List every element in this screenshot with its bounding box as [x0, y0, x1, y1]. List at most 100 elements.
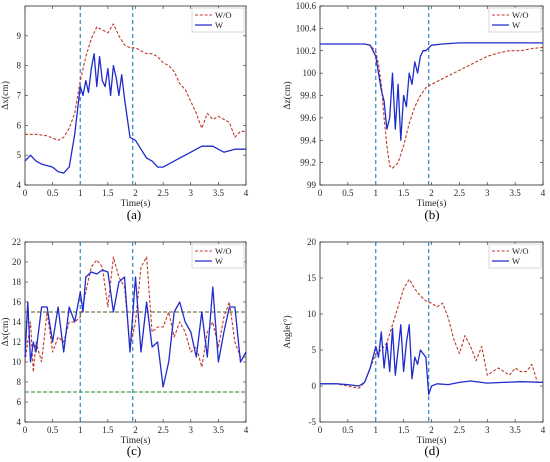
- panel-caption: (a): [127, 207, 141, 222]
- chart-panel-1: 0 0.5 1 1.5 2 2.5 3 3.5 4 4 5 6 7 8 9 W/OW Time(s) Δx(cm)…: [0, 5, 249, 222]
- y-tick-label: 20: [12, 257, 22, 267]
- chart-panel-2: 0 0.5 1 1.5 2 2.5 3 3.5 4 99 99.2 99.4 99.6 99.8 100 10…: [282, 1, 546, 222]
- y-tick-label: 6: [17, 397, 22, 407]
- x-axis-label: Time(s): [417, 435, 447, 446]
- y-tick-label: 18: [12, 277, 22, 287]
- x-tick-label: 1: [78, 188, 83, 198]
- x-tick-label: 2.5: [454, 188, 466, 198]
- y-tick-label: 4: [17, 417, 22, 427]
- series-line-w: [24, 269, 247, 388]
- x-tick-label: 1: [374, 188, 379, 198]
- y-tick-label: 16: [12, 297, 22, 307]
- legend-label: W/O: [512, 246, 529, 256]
- x-tick-label: 2: [133, 425, 138, 435]
- x-tick-label: 1: [78, 425, 83, 435]
- x-tick-label: 1.5: [398, 188, 410, 198]
- x-tick-label: 4: [244, 188, 249, 198]
- x-tick-label: 2.5: [158, 188, 170, 198]
- legend-label: W: [215, 256, 223, 266]
- x-tick-label: 0.5: [47, 425, 59, 435]
- x-axis-label: Time(s): [121, 435, 151, 446]
- y-tick-label: -5: [309, 417, 317, 427]
- y-tick-label: 99.4: [300, 135, 316, 145]
- y-tick-label: 9: [17, 31, 22, 41]
- legend-label: W/O: [215, 10, 232, 20]
- plot-frame: [24, 5, 247, 186]
- y-tick-label: 99.8: [300, 91, 316, 101]
- y-tick-label: 12: [12, 337, 21, 347]
- x-axis-label: Time(s): [121, 198, 151, 209]
- x-tick-label: 1.5: [398, 425, 410, 435]
- legend-label: W/O: [512, 10, 529, 20]
- x-tick-label: 4: [541, 188, 546, 198]
- y-tick-label: 15: [307, 273, 317, 283]
- y-tick-label: 20: [307, 237, 317, 247]
- y-tick-label: 14: [12, 317, 22, 327]
- legend-label: W: [512, 20, 520, 30]
- series-line-wo: [24, 256, 246, 373]
- legend-box: [488, 7, 542, 33]
- plot-frame: [319, 5, 544, 186]
- x-tick-label: 1.5: [102, 188, 114, 198]
- panel-caption: (c): [127, 443, 141, 458]
- legend-label: W/O: [215, 246, 232, 256]
- x-tick-label: 4: [244, 425, 249, 435]
- x-tick-label: 2: [133, 188, 138, 198]
- series-line-wo: [320, 278, 543, 389]
- legend-box: [191, 243, 245, 269]
- legend-box: [488, 243, 542, 269]
- plot-frame: [319, 241, 544, 423]
- y-tick-label: 10: [12, 357, 22, 367]
- x-tick-label: 1: [374, 425, 379, 435]
- y-tick-label: 6: [17, 120, 22, 130]
- x-tick-label: 3: [485, 425, 490, 435]
- x-tick-label: 0.5: [47, 188, 59, 198]
- x-tick-label: 2: [429, 188, 434, 198]
- x-axis-label: Time(s): [417, 198, 447, 209]
- y-tick-label: 0: [312, 381, 317, 391]
- x-tick-label: 0: [318, 425, 323, 435]
- y-tick-label: 7: [17, 91, 22, 101]
- x-tick-label: 4: [541, 425, 546, 435]
- y-tick-label: 8: [17, 61, 22, 71]
- legend-label: W: [215, 20, 223, 30]
- y-tick-label: 5: [312, 345, 317, 355]
- y-tick-label: 100.6: [296, 1, 317, 11]
- panel-caption: (d): [424, 443, 439, 458]
- x-tick-label: 3.5: [510, 425, 522, 435]
- y-tick-label: 100: [303, 68, 317, 78]
- x-tick-label: 3: [485, 188, 490, 198]
- x-tick-label: 2.5: [158, 425, 170, 435]
- y-tick-label: 99.2: [300, 158, 316, 168]
- panel-caption: (b): [424, 207, 439, 222]
- x-tick-label: 0.5: [342, 425, 354, 435]
- x-tick-label: 3.5: [213, 188, 225, 198]
- x-tick-label: 3: [189, 425, 194, 435]
- y-axis-label: Δx(cm): [0, 81, 11, 110]
- series-line-w: [320, 42, 543, 141]
- x-tick-label: 0: [23, 188, 28, 198]
- y-tick-label: 100.2: [296, 46, 316, 56]
- y-tick-label: 5: [17, 150, 22, 160]
- y-tick-label: 8: [17, 377, 22, 387]
- x-tick-label: 3.5: [213, 425, 225, 435]
- legend: W/OW: [191, 7, 245, 33]
- y-axis-label: Angle(°): [282, 315, 293, 348]
- y-tick-label: 22: [12, 237, 21, 247]
- series-line-wo: [320, 43, 544, 169]
- legend: W/OW: [488, 7, 542, 33]
- x-tick-label: 0: [23, 425, 28, 435]
- x-tick-label: 3: [189, 188, 194, 198]
- x-tick-label: 1.5: [102, 425, 114, 435]
- x-tick-label: 2.5: [454, 425, 466, 435]
- x-tick-label: 2: [429, 425, 434, 435]
- x-tick-label: 0: [318, 188, 323, 198]
- legend: W/OW: [191, 243, 245, 269]
- chart-panel-4: 0 0.5 1 1.5 2 2.5 3 3.5 4-505101520W/OWTime(s)An…: [282, 237, 546, 458]
- y-tick-label: 100.4: [296, 23, 317, 33]
- legend-box: [191, 7, 245, 33]
- y-axis-label: Δx(cm): [0, 318, 11, 347]
- legend-label: W: [512, 256, 520, 266]
- y-tick-label: 99.6: [300, 113, 316, 123]
